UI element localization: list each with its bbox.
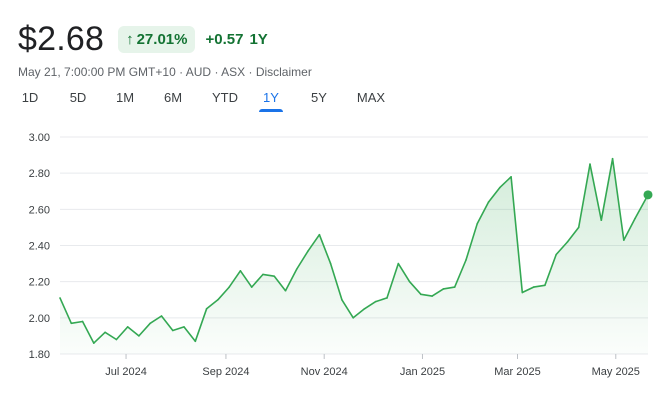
data-point [262, 273, 264, 276]
y-tick-label: 3.00 [29, 132, 50, 144]
data-point [600, 219, 603, 221]
data-point [149, 322, 152, 325]
data-point [250, 286, 253, 288]
y-tick-label: 2.20 [29, 277, 50, 289]
data-point [386, 297, 388, 299]
x-tick-label: Sep 2024 [202, 366, 249, 378]
x-tick-label: Jul 2024 [105, 366, 147, 378]
data-point [634, 217, 636, 220]
tab-1d[interactable]: 1D [21, 90, 39, 105]
current-price: $2.68 [18, 20, 105, 58]
price-points [59, 157, 649, 344]
data-point [284, 289, 287, 292]
quote-meta: May 21, 7:00:00 PM GMT+10 · AUD · ASX · … [18, 65, 312, 79]
data-point [623, 239, 625, 241]
currency: AUD [185, 65, 212, 79]
current-price-marker [643, 190, 653, 200]
data-point [465, 259, 467, 261]
data-point [374, 300, 377, 303]
data-point [183, 326, 185, 328]
data-point [577, 226, 580, 229]
data-point [397, 262, 400, 265]
data-point [363, 307, 366, 310]
percent-change-badge: ↑ 27.01% [118, 26, 196, 53]
data-point [611, 157, 614, 160]
data-point [341, 298, 343, 301]
exchange: ASX [221, 65, 246, 79]
tab-6m[interactable]: 6M [163, 90, 183, 105]
tab-1y[interactable]: 1Y [259, 90, 283, 112]
data-point [171, 329, 174, 332]
tab-max[interactable]: MAX [356, 90, 386, 105]
x-tick-label: Mar 2025 [494, 366, 540, 378]
arrow-up-icon: ↑ [126, 31, 134, 48]
data-point [217, 298, 219, 301]
percent-change-value: 27.01% [136, 31, 188, 48]
quote-header: $2.68 ↑ 27.01% +0.57 1Y [18, 20, 268, 59]
data-point [81, 320, 84, 323]
y-tick-label: 2.60 [29, 204, 50, 216]
data-point [532, 286, 535, 288]
tab-5d[interactable]: 5D [69, 90, 87, 105]
range-tabs: 1D 5D 1M 6M YTD 1Y 5Y MAX [18, 90, 388, 112]
data-point [566, 241, 569, 243]
data-point [160, 315, 163, 317]
change-period: 1Y [249, 31, 268, 48]
data-point [115, 338, 118, 341]
data-point [589, 163, 591, 165]
data-point [239, 270, 242, 272]
data-point [498, 186, 501, 189]
data-point [70, 322, 73, 325]
timestamp: May 21, 7:00:00 PM GMT+10 [18, 65, 176, 79]
x-tick-label: Nov 2024 [301, 366, 348, 378]
data-point [487, 201, 490, 203]
data-point [194, 340, 197, 343]
data-point [205, 307, 208, 310]
tab-5y[interactable]: 5Y [311, 90, 327, 105]
data-point [318, 233, 321, 236]
data-point [93, 342, 95, 344]
data-point [138, 335, 140, 337]
tab-1m[interactable]: 1M [115, 90, 135, 105]
data-point [431, 295, 433, 297]
data-point [510, 175, 512, 178]
x-tick-label: May 2025 [592, 366, 640, 378]
data-point [453, 286, 456, 288]
y-tick-label: 2.00 [29, 313, 50, 325]
data-point [442, 288, 445, 290]
data-point [329, 262, 332, 265]
data-point [521, 291, 524, 294]
data-point [476, 223, 479, 225]
y-tick-label: 1.80 [29, 349, 50, 361]
disclaimer-link[interactable]: Disclaimer [255, 65, 312, 79]
absolute-change: +0.57 1Y [205, 31, 267, 48]
data-point [59, 297, 61, 299]
y-tick-label: 2.80 [29, 168, 50, 180]
data-point [104, 331, 106, 334]
data-point [307, 250, 309, 252]
meta-separator: · [245, 65, 256, 79]
data-point [352, 317, 354, 319]
data-point [544, 284, 546, 287]
data-point [273, 275, 276, 278]
meta-separator: · [211, 65, 222, 79]
price-area [60, 158, 648, 354]
tab-ytd[interactable]: YTD [212, 90, 238, 105]
meta-separator: · [175, 65, 186, 79]
data-point [228, 286, 230, 288]
x-axis: Jul 2024 Sep 2024 Nov 2024 Jan 2025 Mar 2025… [105, 354, 640, 378]
data-point [126, 326, 129, 328]
data-point [408, 280, 411, 283]
y-tick-label: 2.40 [29, 241, 50, 253]
x-tick-label: Jan 2025 [400, 366, 445, 378]
y-axis: 3.00 2.80 2.60 2.40 2.20 2.00 1.80 [29, 132, 50, 361]
absolute-change-value: +0.57 [205, 31, 244, 48]
price-chart[interactable]: Jul 2024 Sep 2024 Nov 2024 Jan 2025 Mar 2025… [0, 120, 672, 390]
data-point [555, 253, 557, 256]
data-point [296, 268, 298, 270]
data-point [420, 293, 422, 296]
